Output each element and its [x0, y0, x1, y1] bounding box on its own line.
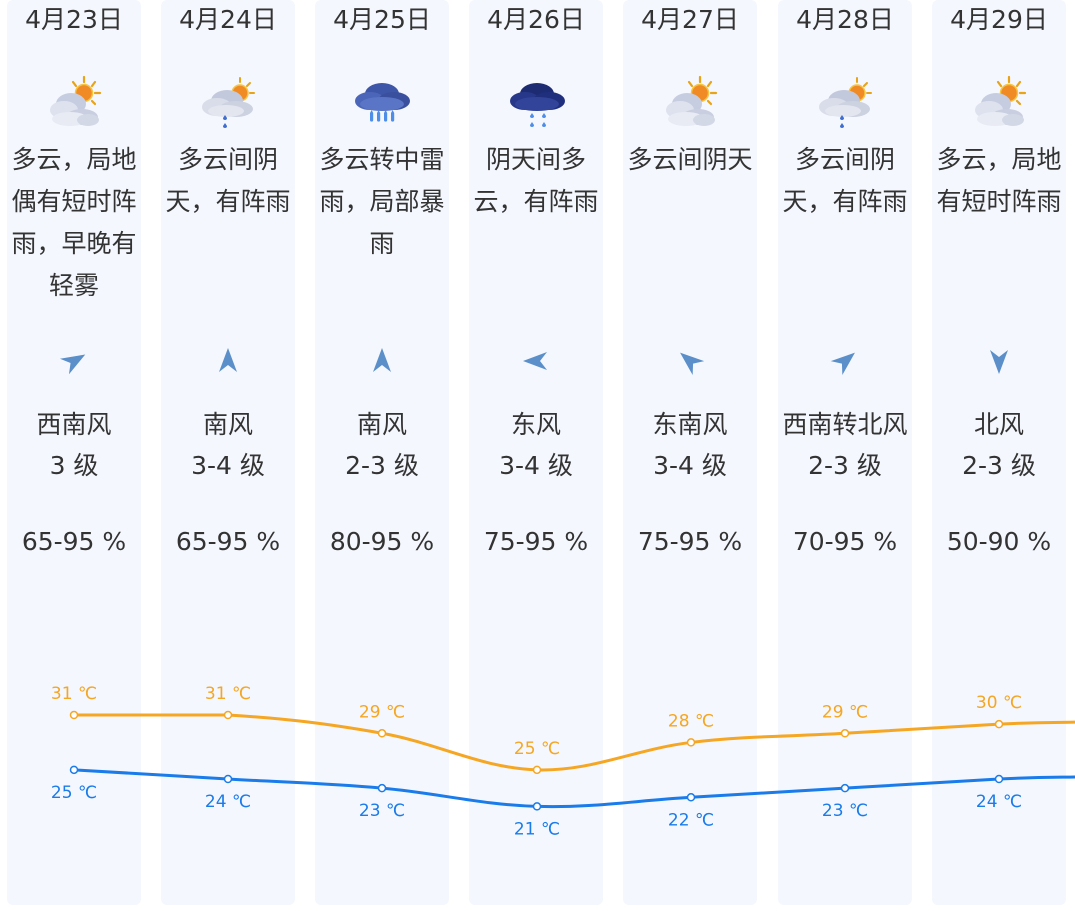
day-date: 4月26日 — [487, 5, 585, 34]
day-date: 4月27日 — [641, 5, 739, 34]
wind-level: 3-4 级 — [191, 451, 265, 480]
humidity: 65-95 % — [175, 527, 281, 556]
wind-direction-arrow-icon — [219, 348, 237, 372]
day-date: 4月24日 — [179, 5, 277, 34]
weather-description: 阴天间多云，有阵雨 — [473, 145, 599, 216]
wind-direction-arrow-icon — [373, 348, 391, 372]
wind-level: 2-3 级 — [962, 451, 1036, 480]
forecast-day: 4月27日 多云间阴天 东南风 3-4 级 75-95 % — [623, 0, 757, 905]
day-date: 4月28日 — [796, 5, 894, 34]
forecast-day: 4月28日 多云间阴天，有阵雨 西南转北风 2-3 级 70-95 % — [778, 0, 912, 905]
humidity: 50-90 % — [946, 527, 1052, 556]
overcast-shower-icon — [510, 83, 565, 127]
wind-direction: 北风 — [973, 410, 1024, 439]
day-date: 4月25日 — [333, 5, 431, 34]
wind-level: 2-3 级 — [345, 451, 419, 480]
forecast-day: 4月24日 多云间阴天，有阵雨 南风 3-4 级 65-95 % — [161, 0, 295, 905]
forecast-day: 4月29日 多云，局地有短时阵雨 北风 2-3 级 50-90 % — [932, 0, 1066, 905]
partly-cloudy-sun-icon — [666, 75, 718, 126]
wind-direction-arrow-icon — [990, 350, 1008, 374]
wind-direction-arrow-icon — [830, 352, 855, 375]
humidity: 75-95 % — [483, 527, 589, 556]
cloudy-shower-icon — [819, 77, 872, 128]
thunderstorm-heavy-rain-icon — [355, 83, 410, 122]
weather-description: 多云，局地偶有短时阵雨，早晚有轻雾 — [11, 145, 137, 300]
weather-description: 多云，局地有短时阵雨 — [936, 145, 1062, 216]
humidity: 80-95 % — [329, 527, 435, 556]
wind-direction: 南风 — [356, 410, 407, 439]
wind-direction: 西南风 — [36, 410, 112, 439]
humidity: 75-95 % — [637, 527, 743, 556]
day-date: 4月29日 — [950, 5, 1048, 34]
humidity: 65-95 % — [21, 527, 127, 556]
wind-direction-arrow-icon — [59, 354, 86, 375]
wind-direction: 西南转北风 — [782, 410, 908, 439]
partly-cloudy-sun-icon — [50, 75, 102, 126]
wind-direction: 东南风 — [652, 410, 728, 439]
weather-description: 多云间阴天 — [627, 145, 753, 174]
forecast-day: 4月23日 多云，局地偶有短时阵雨，早晚有轻雾 西南风 3 级 65-95 % — [7, 0, 141, 905]
weather-description: 多云间阴天，有阵雨 — [165, 145, 291, 216]
forecast-day: 4月25日 多云转中雷雨，局部暴雨 南风 2-3 级 80-95 % — [315, 0, 449, 905]
partly-cloudy-sun-icon — [975, 75, 1027, 126]
wind-level: 3-4 级 — [499, 451, 573, 480]
humidity: 70-95 % — [792, 527, 898, 556]
wind-direction-arrow-icon — [523, 352, 547, 370]
wind-level: 3-4 级 — [653, 451, 727, 480]
wind-level: 3 级 — [49, 451, 99, 480]
wind-level: 2-3 级 — [808, 451, 882, 480]
wind-direction-arrow-icon — [680, 352, 705, 375]
weather-description: 多云间阴天，有阵雨 — [782, 145, 908, 216]
cloudy-shower-icon — [202, 77, 255, 128]
wind-direction: 东风 — [510, 410, 561, 439]
forecast-day: 4月26日 阴天间多云，有阵雨 东风 3-4 级 75-95 % — [469, 0, 603, 905]
wind-direction: 南风 — [202, 410, 253, 439]
day-date: 4月23日 — [25, 5, 123, 34]
weather-description: 多云转中雷雨，局部暴雨 — [319, 145, 445, 258]
